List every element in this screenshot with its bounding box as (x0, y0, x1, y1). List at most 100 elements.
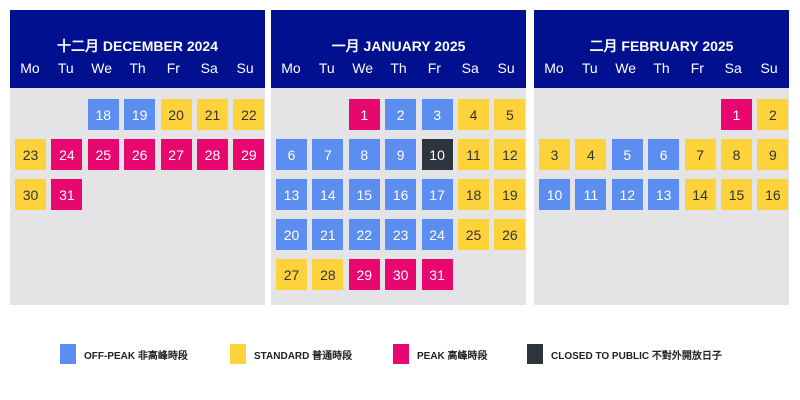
day-cell-peak[interactable]: 28 (197, 139, 228, 170)
day-cell-std[interactable]: 4 (575, 139, 607, 170)
legend-label: PEAK 高峰時段 (417, 350, 488, 362)
day-cell-off[interactable]: 13 (276, 179, 307, 210)
day-cell-off[interactable]: 18 (87, 99, 119, 130)
day-cell-off[interactable]: 15 (348, 179, 380, 210)
day-cell-off[interactable]: 14 (312, 179, 344, 210)
weekday-label: Tu (318, 60, 335, 76)
day-cell-std[interactable]: 19 (494, 179, 526, 210)
day-cell-closed[interactable]: 10 (421, 139, 453, 170)
month-header: 一月 JANUARY 2025 Mo Tu We Th Fr Sa Su (271, 10, 526, 88)
weekday-label: Su (236, 60, 254, 76)
weekday-label: Sa (200, 60, 218, 76)
day-cell-off[interactable]: 9 (385, 139, 417, 170)
day-cell-off[interactable]: 13 (648, 179, 680, 210)
legend-swatch (527, 344, 543, 364)
day-grid: 1 2 3 4 5 6 7 8 9 10 11 12 13 14 15 16 (534, 88, 789, 305)
day-cell-off[interactable]: 21 (312, 219, 344, 250)
day-cell-off[interactable]: 10 (539, 179, 570, 210)
weekday-label: We (615, 60, 637, 76)
legend-label: CLOSED TO PUBLIC 不對外開放日子 (551, 350, 722, 362)
day-cell-std[interactable]: 28 (312, 259, 344, 290)
weekday-label: Th (390, 60, 407, 76)
day-cell-off[interactable]: 2 (385, 99, 417, 130)
day-cell-peak[interactable]: 26 (124, 139, 156, 170)
day-cell-off[interactable]: 17 (421, 179, 453, 210)
weekday-label: Mo (544, 60, 564, 76)
day-cell-off[interactable]: 23 (385, 219, 417, 250)
legend-item-closed: CLOSED TO PUBLIC 不對外開放日子 (527, 344, 722, 364)
day-cell-std[interactable]: 7 (684, 139, 716, 170)
day-cell-off[interactable]: 3 (421, 99, 453, 130)
weekday-label: Sa (724, 60, 742, 76)
day-cell-off[interactable]: 8 (348, 139, 380, 170)
day-cell-off[interactable]: 5 (611, 139, 643, 170)
day-cell-off[interactable]: 7 (312, 139, 344, 170)
weekday-label: Fr (166, 60, 180, 76)
day-cell-off[interactable]: 22 (348, 219, 380, 250)
day-cell-std[interactable]: 14 (684, 179, 716, 210)
month-title: 一月 JANUARY 2025 (331, 38, 466, 54)
weekday-label: Tu (581, 60, 598, 76)
day-cell-std[interactable]: 11 (458, 139, 489, 170)
day-grid: 18 19 20 21 22 23 24 25 26 27 28 29 30 31 (10, 88, 265, 305)
day-cell-std[interactable]: 20 (160, 99, 192, 130)
day-cell-std[interactable]: 4 (458, 99, 489, 130)
month-title: 二月 FEBRUARY 2025 (589, 38, 734, 54)
day-cell-std[interactable]: 18 (458, 179, 489, 210)
weekday-label: Th (653, 60, 670, 76)
day-cell-std[interactable]: 15 (721, 179, 752, 210)
legend-swatch (393, 344, 409, 364)
legend-swatch (60, 344, 76, 364)
day-cell-peak[interactable]: 31 (51, 179, 83, 210)
day-cell-std[interactable]: 21 (197, 99, 228, 130)
day-cell-peak[interactable]: 1 (348, 99, 380, 130)
legend-label: STANDARD 普通時段 (254, 350, 353, 362)
day-cell-std[interactable]: 8 (721, 139, 752, 170)
day-cell-peak[interactable]: 29 (348, 259, 380, 290)
day-cell-off[interactable]: 12 (611, 179, 643, 210)
day-cell-peak[interactable]: 29 (233, 139, 265, 170)
legend-swatch (230, 344, 246, 364)
weekday-label: Fr (427, 60, 441, 76)
day-cell-std[interactable]: 25 (458, 219, 489, 250)
day-cell-std[interactable]: 30 (15, 179, 46, 210)
day-cell-off[interactable]: 16 (385, 179, 417, 210)
day-cell-off[interactable]: 6 (648, 139, 680, 170)
weekday-label: Su (497, 60, 515, 76)
day-cell-peak[interactable]: 25 (87, 139, 119, 170)
day-cell-std[interactable]: 12 (494, 139, 526, 170)
day-cell-std[interactable]: 2 (757, 99, 789, 130)
day-cell-std[interactable]: 23 (15, 139, 46, 170)
weekday-label: Mo (20, 60, 40, 76)
day-cell-off[interactable]: 20 (276, 219, 307, 250)
day-cell-off[interactable]: 11 (575, 179, 607, 210)
legend-item-std: STANDARD 普通時段 (230, 344, 352, 364)
day-cell-off[interactable]: 6 (276, 139, 307, 170)
day-cell-std[interactable]: 3 (539, 139, 570, 170)
legend-item-peak: PEAK 高峰時段 (393, 344, 488, 364)
day-cell-off[interactable]: 19 (124, 99, 156, 130)
day-cell-std[interactable]: 27 (276, 259, 307, 290)
day-cell-peak[interactable]: 27 (160, 139, 192, 170)
day-cell-std[interactable]: 22 (233, 99, 265, 130)
weekday-label: We (91, 60, 113, 76)
day-cell-std[interactable]: 26 (494, 219, 526, 250)
legend-label: OFF-PEAK 非高峰時段 (84, 350, 188, 362)
day-cell-peak[interactable]: 1 (721, 99, 752, 130)
day-cell-off[interactable]: 24 (421, 219, 453, 250)
legend-item-off: OFF-PEAK 非高峰時段 (60, 344, 188, 364)
weekday-label: We (352, 60, 374, 76)
day-cell-peak[interactable]: 31 (421, 259, 453, 290)
day-cell-std[interactable]: 9 (757, 139, 789, 170)
weekday-label: Fr (690, 60, 704, 76)
weekday-label: Sa (461, 60, 479, 76)
day-cell-peak[interactable]: 24 (51, 139, 83, 170)
day-cell-peak[interactable]: 30 (385, 259, 417, 290)
month-header: 二月 FEBRUARY 2025 Mo Tu We Th Fr Sa Su (534, 10, 789, 88)
day-cell-std[interactable]: 5 (494, 99, 526, 130)
month-panel: 十二月 DECEMBER 2024 Mo Tu We Th Fr Sa Su 18 19 20 2… (10, 10, 265, 305)
day-cell-std[interactable]: 16 (757, 179, 789, 210)
day-grid: 1 2 3 4 5 6 7 8 9 10 11 12 13 14 15 16 17 18 19 20 21 22 23 24 2… (271, 88, 526, 305)
